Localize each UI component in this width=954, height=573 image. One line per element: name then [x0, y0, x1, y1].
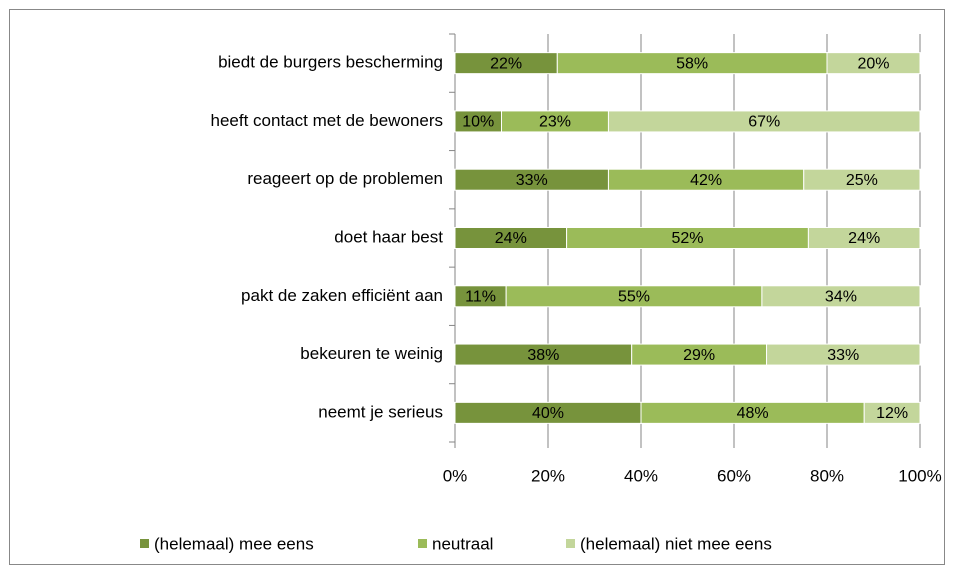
- x-tick-label: 0%: [443, 466, 468, 485]
- value-label: 23%: [539, 114, 571, 131]
- value-label: 20%: [857, 55, 889, 72]
- legend-swatch: [418, 539, 427, 548]
- value-label: 67%: [748, 114, 780, 131]
- y-tick-label: pakt de zaken efficiënt aan: [241, 286, 443, 305]
- legend-swatch: [140, 539, 149, 548]
- bar-segment: [807, 227, 921, 249]
- y-tick-label: reageert op de problemen: [247, 169, 443, 188]
- value-label: 52%: [671, 230, 703, 247]
- value-label: 42%: [690, 172, 722, 189]
- x-tick-label: 100%: [898, 466, 941, 485]
- value-label: 48%: [737, 405, 769, 422]
- value-label: 12%: [876, 405, 908, 422]
- y-tick-label: biedt de burgers bescherming: [218, 53, 443, 72]
- x-tick-label: 20%: [531, 466, 565, 485]
- value-label: 34%: [825, 289, 857, 306]
- value-label: 33%: [516, 172, 548, 189]
- bar-segment: [607, 110, 921, 133]
- value-label: 40%: [532, 405, 564, 422]
- value-label: 10%: [462, 114, 494, 131]
- value-label: 22%: [490, 55, 522, 72]
- legend-label: (helemaal) niet mee eens: [580, 534, 772, 553]
- bar-segment: [766, 343, 921, 366]
- value-label: 24%: [495, 230, 527, 247]
- value-label: 24%: [848, 230, 880, 247]
- x-tick-label: 80%: [810, 466, 844, 485]
- y-tick-label: neemt je serieus: [318, 402, 443, 421]
- bar-segment: [826, 52, 921, 75]
- value-label: 29%: [683, 347, 715, 364]
- x-tick-label: 60%: [717, 466, 751, 485]
- y-tick-label: bekeuren te weinig: [300, 344, 443, 363]
- legend-label: neutraal: [432, 534, 493, 553]
- x-tick-label: 40%: [624, 466, 658, 485]
- legend-swatch: [566, 539, 575, 548]
- value-label: 33%: [827, 347, 859, 364]
- value-label: 58%: [676, 55, 708, 72]
- value-label: 11%: [465, 289, 496, 306]
- legend-label: (helemaal) mee eens: [154, 534, 314, 553]
- value-label: 38%: [527, 347, 559, 364]
- y-tick-label: doet haar best: [334, 227, 443, 246]
- bar-segment: [803, 168, 921, 191]
- bar-segment: [761, 285, 921, 308]
- value-label: 55%: [618, 289, 650, 306]
- y-tick-label: heeft contact met de bewoners: [211, 111, 443, 130]
- bar-segment: [863, 401, 921, 424]
- value-label: 25%: [846, 172, 878, 189]
